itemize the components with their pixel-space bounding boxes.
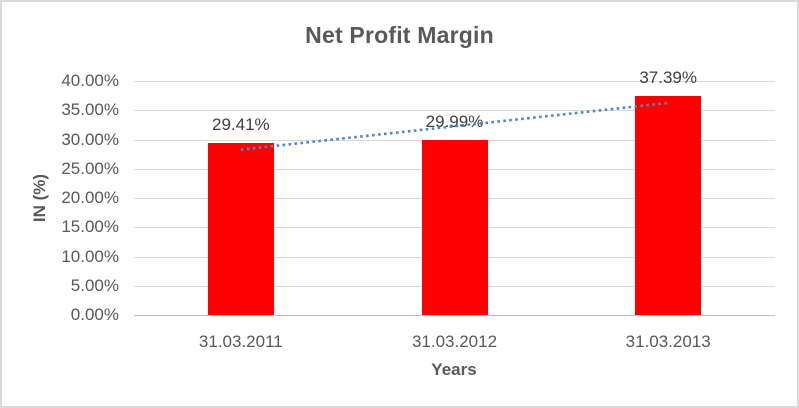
x-tick-label: 31.03.2013: [625, 332, 711, 351]
bar-31.03.2013: [635, 96, 702, 315]
chart-title: Net Profit Margin: [305, 22, 494, 48]
x-tick-label: 31.03.2011: [198, 332, 283, 351]
bar-31.03.2011: [207, 142, 274, 315]
y-tick-label: 0.00%: [70, 305, 119, 324]
gridline: [134, 81, 775, 82]
y-tick-label: 5.00%: [70, 275, 119, 295]
y-tick-label: 15.00%: [61, 217, 119, 237]
y-tick-label: 35.00%: [61, 100, 119, 120]
bar-data-label: 37.39%: [639, 68, 697, 88]
y-tick-label: 10.00%: [61, 246, 119, 266]
x-axis-title: Years: [431, 360, 477, 379]
y-tick-label: 20.00%: [61, 188, 119, 207]
bar-data-label: 29.99%: [425, 111, 484, 131]
y-tick-label: 30.00%: [61, 129, 119, 149]
x-tick-label: 31.03.2012: [411, 332, 498, 351]
x-axis-line: [134, 315, 775, 316]
y-tick-label: 25.00%: [61, 158, 119, 178]
bar-31.03.2012: [421, 139, 488, 315]
bar-data-label: 29.41%: [211, 114, 270, 134]
y-tick-label: 40.00%: [61, 71, 119, 90]
